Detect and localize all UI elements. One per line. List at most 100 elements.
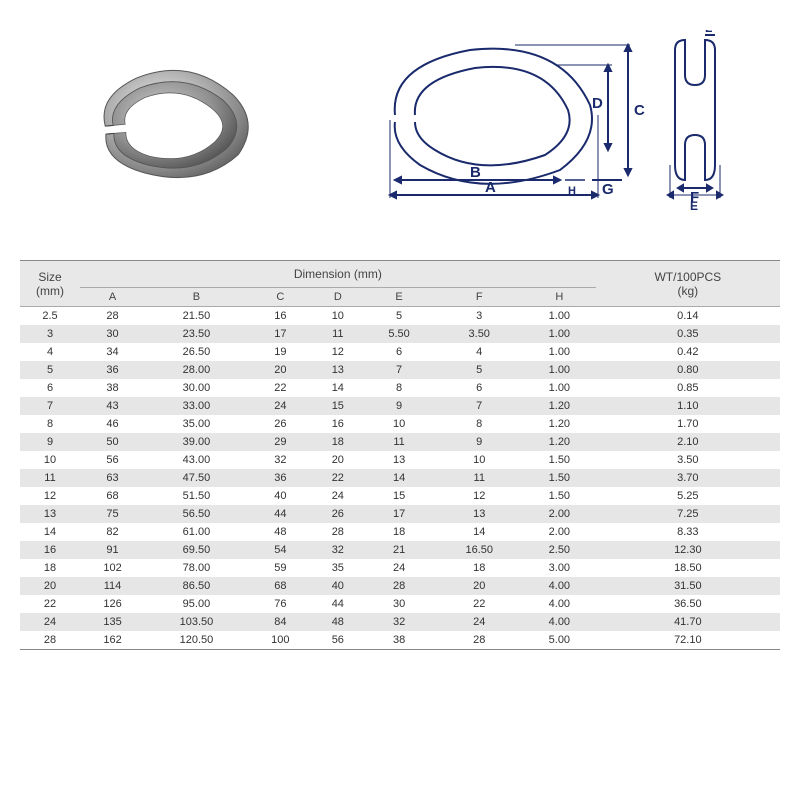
table-cell: 102 [80,559,145,577]
table-cell: 18 [20,559,80,577]
table-cell: 12 [435,487,523,505]
table-cell: 0.85 [596,379,780,397]
table-cell: 9 [435,433,523,451]
table-cell: 3.00 [523,559,596,577]
table-cell: 114 [80,577,145,595]
table-cell: 51.50 [145,487,248,505]
table-cell: 16.50 [435,541,523,559]
table-cell: 10 [435,451,523,469]
col-size: Size (mm) [20,261,80,307]
svg-text:A: A [485,179,496,196]
table-cell: 5 [435,361,523,379]
table-cell: 11 [363,433,436,451]
table-cell: 10 [20,451,80,469]
table-row: 137556.50442617132.007.25 [20,505,780,523]
table-cell: 13 [20,505,80,523]
table-cell: 15 [363,487,436,505]
table-cell: 28 [435,631,523,650]
table-cell: 7 [435,397,523,415]
table-cell: 8 [435,415,523,433]
table-cell: 46 [80,415,145,433]
table-cell: 22 [435,595,523,613]
table-cell: 5 [20,361,80,379]
table-cell: 5.50 [363,325,436,343]
table-cell: 16 [20,541,80,559]
table-cell: 14 [313,379,363,397]
product-photo [60,45,280,195]
table-cell: 0.80 [596,361,780,379]
table-row: 148261.00482818142.008.33 [20,523,780,541]
table-cell: 9 [363,397,436,415]
table-cell: 14 [435,523,523,541]
table-cell: 56 [80,451,145,469]
table-row: 24135103.50844832244.0041.70 [20,613,780,631]
table-cell: 36.50 [596,595,780,613]
table-cell: 21.50 [145,307,248,326]
table-cell: 11 [20,469,80,487]
table-cell: 10 [313,307,363,326]
table-cell: 72.10 [596,631,780,650]
table-cell: 38 [363,631,436,650]
table-cell: 19 [248,343,313,361]
table-row: 2.52821.501610531.000.14 [20,307,780,326]
table-row: 2011486.50684028204.0031.50 [20,577,780,595]
table-cell: 2.00 [523,505,596,523]
table-cell: 36 [80,361,145,379]
svg-text:G: G [602,181,614,198]
table-cell: 32 [363,613,436,631]
table-cell: 3.50 [596,451,780,469]
table-cell: 40 [313,577,363,595]
svg-text:B: B [470,164,481,181]
table-cell: 48 [313,613,363,631]
table-cell: 54 [248,541,313,559]
col-weight: WT/100PCS (kg) [596,261,780,307]
table-cell: 8 [363,379,436,397]
table-cell: 126 [80,595,145,613]
table-cell: 18 [435,559,523,577]
table-cell: 3 [20,325,80,343]
table-cell: 47.50 [145,469,248,487]
table-cell: 31.50 [596,577,780,595]
table-cell: 15 [313,397,363,415]
table-cell: 1.10 [596,397,780,415]
table-cell: 6 [20,379,80,397]
table-cell: 76 [248,595,313,613]
table-cell: 56 [313,631,363,650]
table-cell: 75 [80,505,145,523]
table-cell: 13 [313,361,363,379]
col-h: H [523,288,596,307]
table-cell: 29 [248,433,313,451]
size-unit: (mm) [36,284,64,298]
table-cell: 17 [248,325,313,343]
table-cell: 28 [80,307,145,326]
table-cell: 48 [248,523,313,541]
size-label: Size [38,270,61,284]
table-cell: 24 [248,397,313,415]
table-cell: 1.00 [523,343,596,361]
table-row: 28162120.501005638285.0072.10 [20,631,780,650]
col-dimension-group: Dimension (mm) [80,261,596,288]
table-cell: 95.00 [145,595,248,613]
table-cell: 17 [363,505,436,523]
table-cell: 7 [363,361,436,379]
table-row: 43426.501912641.000.42 [20,343,780,361]
table-cell: 1.00 [523,361,596,379]
table-row: 1810278.00593524183.0018.50 [20,559,780,577]
table-cell: 59 [248,559,313,577]
table-cell: 3.70 [596,469,780,487]
table-cell: 5 [363,307,436,326]
table-row: 95039.0029181191.202.10 [20,433,780,451]
table-cell: 34 [80,343,145,361]
table-cell: 1.50 [523,487,596,505]
col-d: D [313,288,363,307]
table-cell: 44 [248,505,313,523]
table-cell: 40 [248,487,313,505]
table-row: 74333.002415971.201.10 [20,397,780,415]
table-cell: 91 [80,541,145,559]
table-cell: 22 [20,595,80,613]
table-cell: 6 [435,379,523,397]
top-illustrations: A B H G C D [20,20,780,220]
table-row: 53628.002013751.000.80 [20,361,780,379]
table-cell: 1.00 [523,307,596,326]
table-cell: 5.25 [596,487,780,505]
